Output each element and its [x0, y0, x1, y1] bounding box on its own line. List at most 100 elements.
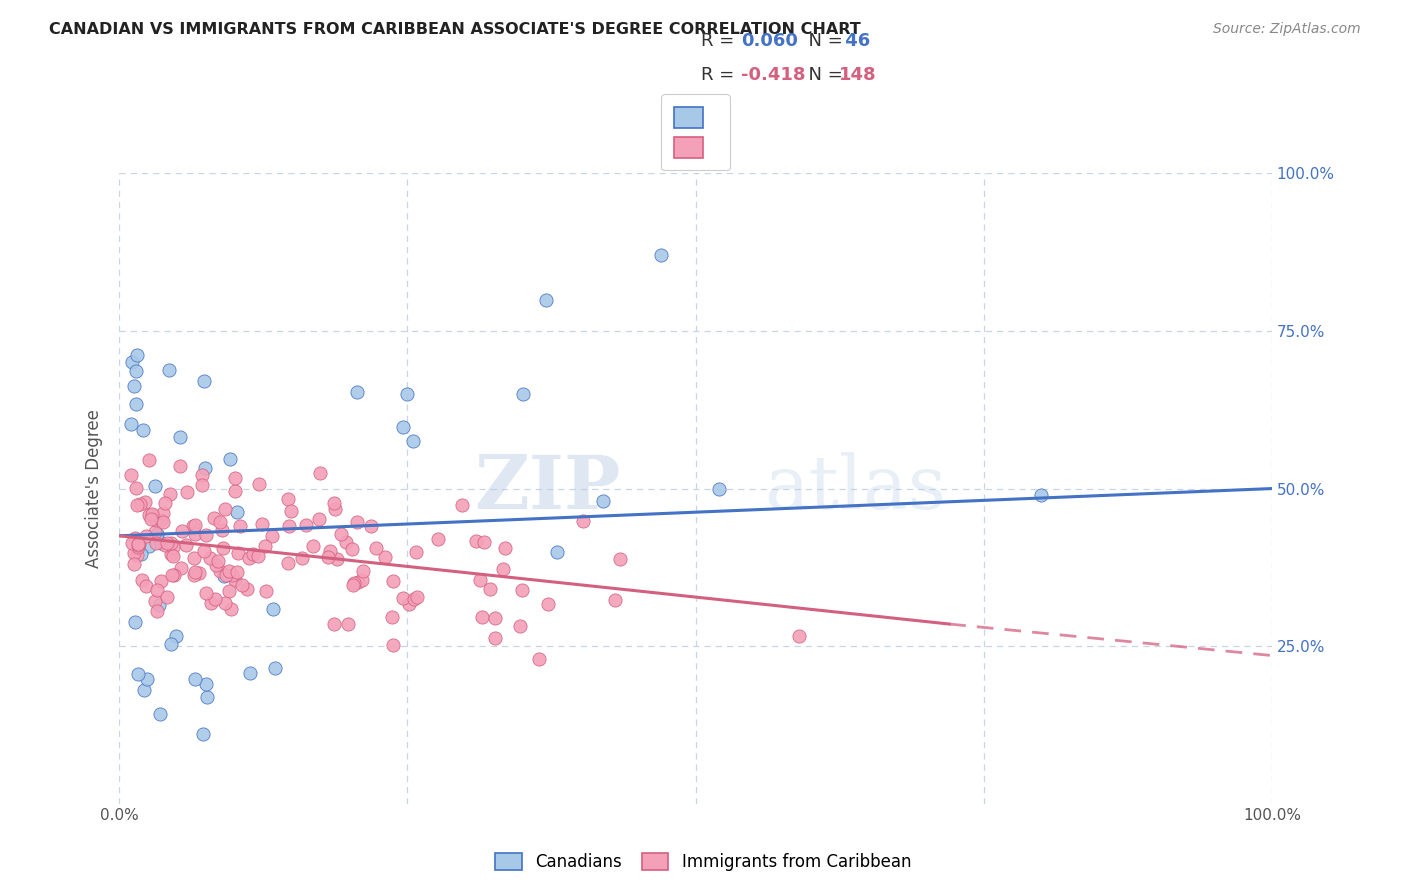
Text: atlas: atlas [765, 452, 946, 525]
Point [360, 519, 382, 533]
Point [162, 540, 184, 554]
Point [183, 565, 205, 579]
Point [214, 596, 236, 610]
Text: CANADIAN VS IMMIGRANTS FROM CARIBBEAN ASSOCIATE'S DEGREE CORRELATION CHART: CANADIAN VS IMMIGRANTS FROM CARIBBEAN AS… [49, 22, 860, 37]
Point [134, 495, 156, 509]
Point [280, 504, 302, 518]
Point [141, 507, 163, 521]
Point [470, 609, 492, 624]
Point [787, 629, 810, 643]
Point [406, 590, 429, 604]
Point [143, 524, 166, 539]
Point [149, 536, 172, 550]
Point [382, 638, 405, 652]
Text: R =: R = [702, 32, 741, 50]
Point [183, 517, 205, 532]
Text: 0.060: 0.060 [741, 32, 797, 50]
Point [322, 616, 344, 631]
Text: N =: N = [797, 32, 848, 50]
Point [224, 484, 246, 499]
Point [124, 531, 146, 545]
Point [229, 519, 252, 533]
Point [347, 575, 370, 590]
Point [546, 544, 568, 558]
Point [238, 551, 260, 566]
Point [165, 629, 187, 643]
Point [277, 492, 299, 507]
Point [250, 517, 273, 532]
Point [381, 610, 404, 624]
Point [326, 551, 349, 566]
Point [277, 556, 299, 570]
Point [398, 598, 420, 612]
Point [350, 574, 373, 588]
Point [138, 539, 160, 553]
Text: 148: 148 [839, 66, 877, 84]
Point [290, 551, 312, 566]
Text: R =: R = [702, 66, 741, 84]
Point [254, 583, 277, 598]
Point [323, 495, 346, 509]
Point [139, 512, 162, 526]
Point [609, 552, 631, 566]
Point [124, 397, 146, 411]
Point [1031, 488, 1053, 502]
Point [162, 567, 184, 582]
Point [121, 355, 143, 369]
Point [125, 363, 148, 377]
Point [153, 496, 176, 510]
Point [509, 619, 531, 633]
Point [224, 471, 246, 485]
Point [129, 547, 152, 561]
Point [319, 543, 342, 558]
Point [603, 593, 626, 607]
Point [170, 524, 193, 538]
Point [200, 596, 222, 610]
Point [122, 546, 145, 560]
Point [120, 417, 142, 432]
Point [135, 578, 157, 592]
Point [572, 514, 595, 528]
Point [124, 615, 146, 629]
Point [401, 434, 423, 448]
Point [226, 565, 249, 579]
Point [336, 617, 359, 632]
Point [176, 484, 198, 499]
Text: ZIP: ZIP [474, 452, 620, 525]
Point [478, 582, 501, 597]
Text: 46: 46 [839, 32, 870, 50]
Point [264, 660, 287, 674]
Point [152, 506, 174, 520]
Point [247, 476, 270, 491]
Point [150, 513, 173, 527]
Point [218, 452, 240, 467]
Point [159, 487, 181, 501]
Point [169, 458, 191, 473]
Point [204, 592, 226, 607]
Point [149, 706, 172, 721]
Point [131, 574, 153, 588]
Point [309, 466, 332, 480]
Point [260, 529, 283, 543]
Point [219, 602, 242, 616]
Point [346, 385, 368, 400]
Point [127, 537, 149, 551]
Point [183, 672, 205, 686]
Point [149, 574, 172, 589]
Point [226, 505, 249, 519]
Point [183, 550, 205, 565]
Legend: , : , [661, 95, 730, 170]
Point [146, 527, 169, 541]
Point [156, 590, 179, 604]
Point [592, 494, 614, 508]
Point [472, 535, 495, 549]
Point [492, 562, 515, 576]
Point [148, 599, 170, 613]
Point [127, 540, 149, 554]
Point [122, 558, 145, 572]
Point [188, 566, 211, 580]
Point [402, 592, 425, 607]
Point [391, 420, 413, 434]
Legend: Canadians, Immigrants from Caribbean: Canadians, Immigrants from Caribbean [486, 845, 920, 880]
Point [125, 481, 148, 495]
